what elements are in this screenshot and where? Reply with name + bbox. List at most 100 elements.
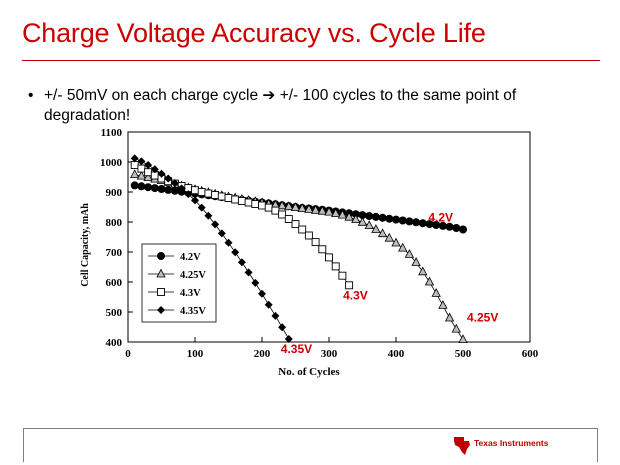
data-point: [137, 164, 146, 173]
data-point: [157, 169, 166, 178]
data-point: [143, 172, 153, 181]
footer-frame: [23, 428, 598, 462]
data-point: [258, 289, 266, 298]
data-point: [345, 281, 354, 290]
data-point: [431, 288, 441, 297]
data-point: [404, 249, 415, 258]
x-axis-label: No. of Cycles: [278, 366, 340, 378]
data-point: [438, 300, 448, 309]
data-point: [391, 237, 401, 247]
series-end-label: 4.3V: [343, 288, 368, 302]
data-point: [378, 213, 387, 222]
bullet-marker: •: [28, 87, 34, 104]
ti-logo-text: Texas Instruments: [474, 438, 549, 448]
data-point: [224, 238, 233, 247]
data-point: [304, 231, 313, 240]
data-point: [398, 242, 408, 252]
data-point: [191, 186, 199, 195]
x-tick-label: 400: [388, 348, 405, 360]
x-tick-label: 500: [455, 348, 472, 360]
data-point: [204, 189, 213, 198]
data-point: [365, 212, 374, 220]
data-point: [144, 161, 153, 169]
series-4-35V: [130, 154, 293, 343]
data-point: [177, 184, 186, 193]
data-point: [197, 188, 206, 196]
x-tick-label: 200: [254, 348, 271, 360]
data-point: [271, 206, 280, 215]
data-point: [264, 203, 273, 212]
slide-title: Charge Voltage Accuracy vs. Cycle Life: [22, 18, 486, 48]
y-tick-label: 800: [106, 217, 123, 229]
series-end-label: 4.35V: [281, 342, 312, 356]
data-point: [237, 197, 246, 205]
data-point: [318, 245, 327, 254]
y-tick-label: 1100: [101, 127, 123, 139]
data-point: [224, 194, 233, 202]
data-point: [351, 214, 361, 223]
data-point: [459, 225, 467, 234]
y-tick-label: 500: [106, 307, 123, 319]
data-point: [411, 257, 421, 266]
data-point: [398, 216, 407, 225]
data-point: [231, 248, 240, 257]
data-point: [452, 224, 461, 232]
data-point: [284, 335, 293, 343]
y-tick-label: 600: [106, 277, 123, 289]
data-point: [298, 225, 307, 234]
data-point: [325, 253, 333, 262]
data-point: [432, 221, 441, 229]
data-point: [251, 278, 260, 287]
data-point: [377, 228, 388, 238]
data-point: [371, 224, 381, 233]
chart-legend: 4.2V 4.25V 4.3V 4.35V: [141, 243, 217, 323]
data-point: [144, 183, 153, 192]
data-point: [150, 184, 159, 193]
data-point: [418, 266, 428, 276]
data-point: [157, 252, 165, 260]
legend-label: 4.3V: [180, 288, 201, 299]
data-point: [217, 229, 226, 238]
data-point: [271, 311, 280, 320]
y-tick-label: 1000: [100, 157, 123, 169]
data-point: [371, 212, 380, 221]
data-point: [244, 268, 253, 277]
data-point: [344, 211, 354, 221]
data-point: [331, 262, 340, 271]
data-point: [291, 220, 300, 229]
bullet-text: +/- 50mV on each charge cycle ➔ +/- 100 …: [44, 87, 517, 124]
chart-axes: 0 100 200 300 400 500 600 400 500 600 700 800 900 100…: [80, 127, 539, 378]
data-point: [130, 169, 140, 178]
data-point: [324, 206, 334, 216]
data-point: [338, 271, 347, 280]
data-point: [304, 204, 314, 213]
cycle-life-chart: 0 100 200 300 400 500 600 400 500 600 700 800 900 100…: [80, 127, 539, 378]
ti-state-icon: [454, 437, 470, 455]
data-point: [164, 174, 173, 183]
data-point: [284, 215, 293, 223]
data-point: [130, 154, 139, 163]
data-point: [191, 196, 199, 205]
data-point: [184, 190, 193, 199]
bullet-point: • +/- 50mV on each charge cycle ➔ +/- 10…: [28, 86, 598, 126]
data-point: [144, 168, 153, 177]
data-point: [310, 204, 321, 214]
data-point: [458, 334, 468, 344]
data-point: [405, 217, 414, 226]
data-point: [277, 200, 287, 210]
series-end-label: 4.25V: [467, 311, 498, 325]
chart-series: [130, 154, 468, 344]
data-point: [412, 218, 421, 227]
title-divider: [22, 60, 600, 61]
data-point: [157, 306, 165, 314]
data-point: [384, 232, 394, 242]
data-point: [137, 182, 146, 191]
data-point: [136, 170, 147, 180]
data-point: [311, 238, 320, 247]
data-point: [331, 208, 341, 217]
data-point: [197, 203, 206, 212]
x-tick-label: 300: [321, 348, 338, 360]
texas-instruments-logo: Texas Instruments: [452, 434, 602, 460]
data-point: [357, 216, 368, 226]
data-point: [418, 219, 427, 228]
